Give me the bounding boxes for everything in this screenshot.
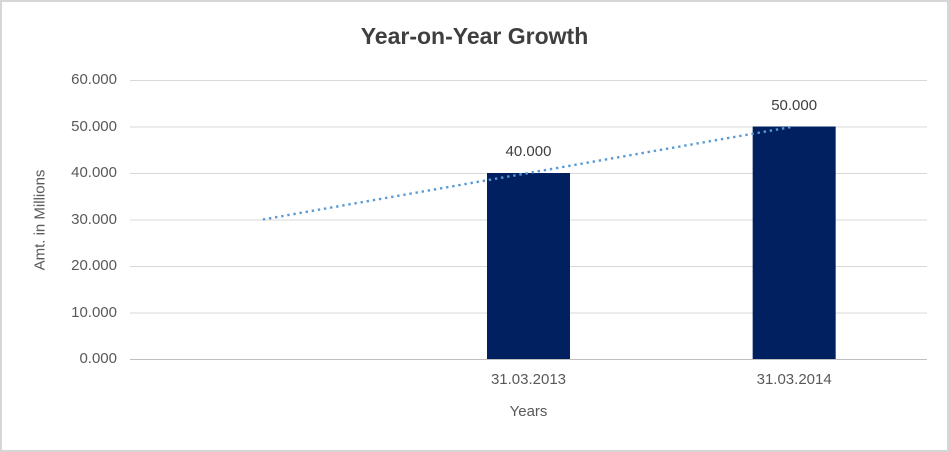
x-tick-label: 31.03.2014	[756, 371, 832, 388]
y-tick-label: 20.000	[71, 257, 117, 274]
y-axis-title: Amt. in Millions	[31, 169, 49, 271]
y-tick-label: 50.000	[71, 117, 117, 135]
y-tick-label: 40.000	[71, 164, 117, 181]
y-tick-label: 10.000	[71, 303, 117, 321]
chart-title: Year-on-Year Growth	[360, 23, 589, 49]
x-tick-label: 31.03.2013	[490, 371, 567, 388]
x-axis-title: Years	[509, 403, 548, 420]
y-tick-label: 30.000	[71, 210, 117, 228]
y-tick-label: 0.000	[79, 350, 117, 367]
y-tick-label: 60.000	[71, 71, 117, 88]
bar-data-label: 50.000	[771, 96, 818, 114]
bar-31.03.2014[interactable]	[752, 126, 836, 360]
bar-data-label: 40.000	[505, 143, 552, 160]
bar-31.03.2013[interactable]	[487, 173, 570, 359]
